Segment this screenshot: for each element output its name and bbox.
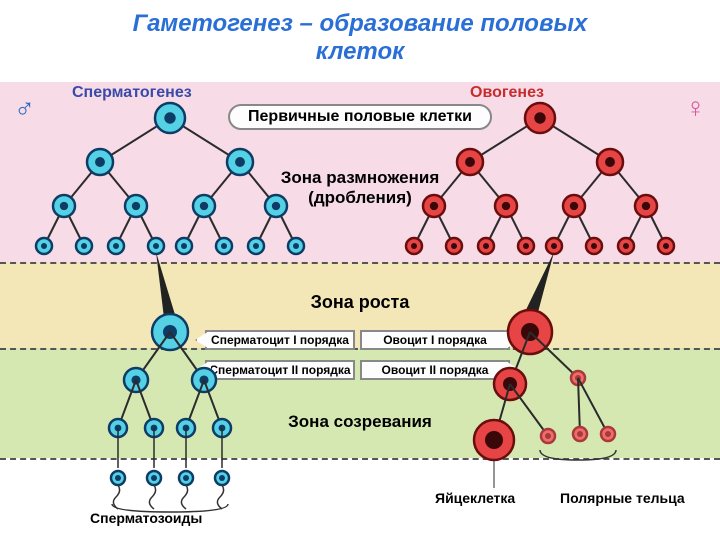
zone-divider bbox=[0, 458, 720, 460]
page-title: Гаметогенез – образование половых клеток bbox=[0, 0, 720, 72]
oocyte-1-label: Овоцит I порядка bbox=[360, 330, 510, 350]
spermatogenesis-label: Сперматогенез bbox=[72, 84, 192, 102]
male-symbol: ♂ bbox=[14, 92, 35, 124]
zone2-label: Зона роста bbox=[311, 292, 410, 313]
female-symbol: ♀ bbox=[685, 92, 706, 124]
spermatocyte-2-label: Сперматоцит II порядка bbox=[205, 360, 355, 380]
spermatocyte-1-label: Сперматоцит I порядка bbox=[205, 330, 355, 350]
oocyte-2-label: Овоцит II порядка bbox=[360, 360, 510, 380]
oogenesis-label: Овогенез bbox=[470, 84, 544, 102]
primordial-cells-label: Первичные половые клетки bbox=[228, 104, 492, 130]
zone3-label: Зона созревания bbox=[288, 412, 432, 432]
zone-divider bbox=[0, 262, 720, 264]
spermatozoa-label: Сперматозоиды bbox=[90, 510, 202, 526]
egg-cell-label: Яйцеклетка bbox=[435, 490, 515, 506]
polar-bodies-label: Полярные тельца bbox=[560, 490, 685, 506]
zone1-label: Зона размножения (дробления) bbox=[281, 168, 439, 208]
